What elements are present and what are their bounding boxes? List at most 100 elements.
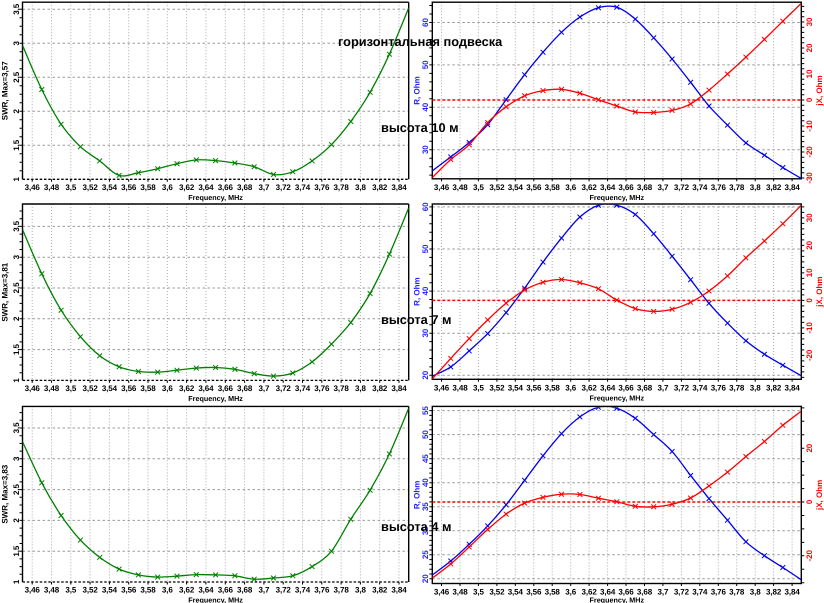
svg-text:3,76: 3,76 <box>314 586 330 595</box>
svg-text:3,52: 3,52 <box>489 183 505 192</box>
svg-text:горизонтальная подвеска: горизонтальная подвеска <box>338 34 503 49</box>
svg-text:3,62: 3,62 <box>582 588 598 597</box>
svg-text:20: 20 <box>421 574 430 583</box>
svg-text:3,74: 3,74 <box>692 383 708 392</box>
svg-text:3,54: 3,54 <box>102 586 118 595</box>
svg-text:3,66: 3,66 <box>618 183 634 192</box>
svg-text:3,84: 3,84 <box>391 586 407 595</box>
svg-text:60: 60 <box>421 18 430 27</box>
svg-text:Frequency, MHz: Frequency, MHz <box>590 193 645 202</box>
svg-text:40: 40 <box>421 102 430 111</box>
svg-text:R, Ohm: R, Ohm <box>413 76 422 104</box>
svg-text:высота 7 м: высота 7 м <box>381 312 452 327</box>
svg-text:3,48: 3,48 <box>44 384 60 393</box>
svg-text:2,5: 2,5 <box>12 484 21 495</box>
svg-text:1,5: 1,5 <box>12 344 21 355</box>
svg-text:30: 30 <box>421 328 430 337</box>
svg-text:3,7: 3,7 <box>657 183 668 192</box>
svg-text:1,5: 1,5 <box>12 139 21 150</box>
svg-text:3,54: 3,54 <box>508 383 524 392</box>
svg-text:3,56: 3,56 <box>121 183 137 192</box>
svg-text:3,68: 3,68 <box>237 183 253 192</box>
svg-text:3,74: 3,74 <box>692 588 708 597</box>
svg-text:3,72: 3,72 <box>674 383 690 392</box>
svg-text:3: 3 <box>12 456 21 461</box>
svg-text:1: 1 <box>12 378 21 383</box>
svg-text:3,78: 3,78 <box>334 183 350 192</box>
svg-text:40: 40 <box>421 286 430 295</box>
svg-text:20: 20 <box>805 443 814 452</box>
svg-text:20: 20 <box>805 43 814 52</box>
svg-text:3,66: 3,66 <box>218 183 234 192</box>
svg-text:3,74: 3,74 <box>295 183 311 192</box>
svg-text:3,84: 3,84 <box>785 383 801 392</box>
svg-text:3: 3 <box>12 40 21 45</box>
svg-text:jX, Ohm: jX, Ohm <box>815 480 824 511</box>
svg-text:3,76: 3,76 <box>711 183 727 192</box>
svg-text:3,46: 3,46 <box>25 183 41 192</box>
svg-text:30: 30 <box>421 145 430 154</box>
svg-text:3,8: 3,8 <box>750 383 761 392</box>
svg-text:3,64: 3,64 <box>198 384 214 393</box>
svg-text:3,5: 3,5 <box>12 422 21 433</box>
svg-text:3,5: 3,5 <box>65 586 76 595</box>
svg-text:jX, Ohm: jX, Ohm <box>815 75 824 106</box>
svg-text:3,46: 3,46 <box>25 586 41 595</box>
svg-text:3,58: 3,58 <box>140 384 156 393</box>
svg-text:3,76: 3,76 <box>711 383 727 392</box>
svg-text:3,64: 3,64 <box>600 183 616 192</box>
svg-text:20: 20 <box>421 370 430 379</box>
svg-text:3,48: 3,48 <box>44 183 60 192</box>
svg-text:3,48: 3,48 <box>452 383 468 392</box>
svg-text:3,48: 3,48 <box>452 588 468 597</box>
svg-text:3,74: 3,74 <box>295 384 311 393</box>
svg-text:3,5: 3,5 <box>12 220 21 231</box>
svg-text:3: 3 <box>12 254 21 259</box>
svg-text:3,68: 3,68 <box>637 588 653 597</box>
svg-text:3,52: 3,52 <box>83 183 99 192</box>
svg-text:3,64: 3,64 <box>198 586 214 595</box>
svg-text:3,6: 3,6 <box>162 183 173 192</box>
svg-text:3,64: 3,64 <box>600 588 616 597</box>
svg-text:2: 2 <box>12 316 21 321</box>
svg-text:3,5: 3,5 <box>65 183 76 192</box>
svg-text:3,82: 3,82 <box>766 588 782 597</box>
svg-text:20: 20 <box>805 240 814 249</box>
svg-text:Frequency, MHz: Frequency, MHz <box>188 193 243 202</box>
svg-text:3,68: 3,68 <box>637 383 653 392</box>
svg-text:0: 0 <box>805 499 814 504</box>
svg-text:3,62: 3,62 <box>179 183 195 192</box>
svg-text:3,84: 3,84 <box>391 183 407 192</box>
svg-text:10: 10 <box>805 69 814 78</box>
svg-text:Frequency, MHz: Frequency, MHz <box>188 394 243 403</box>
svg-text:3,54: 3,54 <box>102 384 118 393</box>
svg-text:3,7: 3,7 <box>258 586 269 595</box>
svg-text:3,54: 3,54 <box>508 183 524 192</box>
svg-text:3,46: 3,46 <box>434 183 450 192</box>
svg-text:3,64: 3,64 <box>600 383 616 392</box>
svg-text:0: 0 <box>805 298 814 303</box>
svg-text:3,82: 3,82 <box>766 383 782 392</box>
svg-text:3,84: 3,84 <box>785 588 801 597</box>
svg-text:3,7: 3,7 <box>258 384 269 393</box>
svg-text:3,62: 3,62 <box>179 384 195 393</box>
svg-text:3,64: 3,64 <box>198 183 214 192</box>
svg-text:3,8: 3,8 <box>355 586 366 595</box>
svg-text:3,8: 3,8 <box>355 384 366 393</box>
svg-text:3,74: 3,74 <box>295 586 311 595</box>
svg-text:SWR, Max=3,57: SWR, Max=3,57 <box>1 61 10 120</box>
svg-text:3,62: 3,62 <box>179 586 195 595</box>
svg-text:3,52: 3,52 <box>489 588 505 597</box>
svg-text:R, Ohm: R, Ohm <box>413 481 422 509</box>
svg-text:-20: -20 <box>805 146 814 158</box>
svg-text:Frequency, MHz: Frequency, MHz <box>590 393 645 402</box>
svg-text:3,5: 3,5 <box>473 183 484 192</box>
svg-text:высота 10 м: высота 10 м <box>381 120 459 135</box>
svg-text:3,8: 3,8 <box>750 183 761 192</box>
svg-text:3,74: 3,74 <box>692 183 708 192</box>
svg-text:30: 30 <box>421 526 430 535</box>
svg-text:3,82: 3,82 <box>766 183 782 192</box>
svg-text:2,5: 2,5 <box>12 71 21 82</box>
svg-text:3,76: 3,76 <box>314 183 330 192</box>
svg-text:Frequency, MHz: Frequency, MHz <box>188 596 243 603</box>
